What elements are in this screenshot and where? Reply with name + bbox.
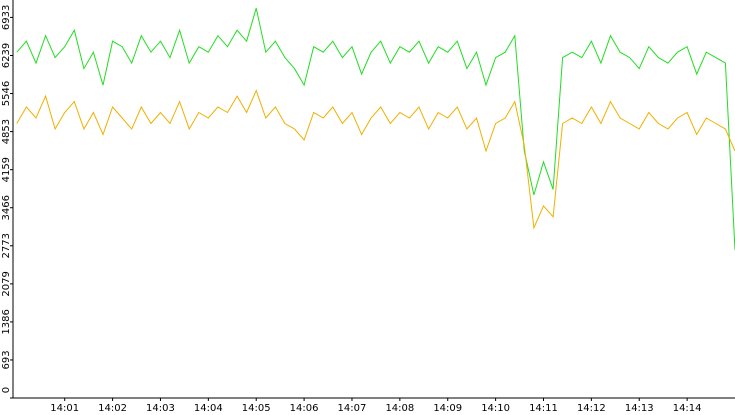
x-tick-label: 14:08: [385, 403, 414, 414]
x-tick-label: 14:07: [338, 403, 367, 414]
x-tick-label: 14:03: [146, 403, 175, 414]
x-tick-label: 14:09: [433, 403, 462, 414]
y-tick-label: 4159: [1, 157, 12, 182]
y-tick-label: 6933: [1, 5, 12, 30]
y-tick-label: 0: [1, 387, 12, 393]
x-tick-label: 14:02: [98, 403, 127, 414]
x-tick-label: 14:04: [194, 403, 223, 414]
x-tick-label: 14:12: [577, 403, 606, 414]
x-tick-label: 14:05: [242, 403, 271, 414]
y-tick-label: 693: [1, 350, 12, 369]
y-tick-label: 5546: [1, 81, 12, 106]
series-line: [16, 8, 735, 250]
x-tick-label: 14:11: [529, 403, 558, 414]
y-tick-label: 1386: [1, 309, 12, 334]
series-line: [16, 89, 735, 230]
x-tick-label: 14:10: [481, 403, 510, 414]
y-tick-label: 2773: [1, 233, 12, 258]
x-tick-label: 14:14: [673, 403, 702, 414]
y-tick-label: 2079: [1, 271, 12, 296]
y-tick-label: 6239: [1, 43, 12, 68]
y-tick-label: 4853: [1, 119, 12, 144]
x-tick-label: 14:01: [50, 403, 79, 414]
y-tick-label: 3466: [1, 195, 12, 220]
x-tick-label: 14:13: [625, 403, 654, 414]
x-tick-label: 14:06: [290, 403, 319, 414]
